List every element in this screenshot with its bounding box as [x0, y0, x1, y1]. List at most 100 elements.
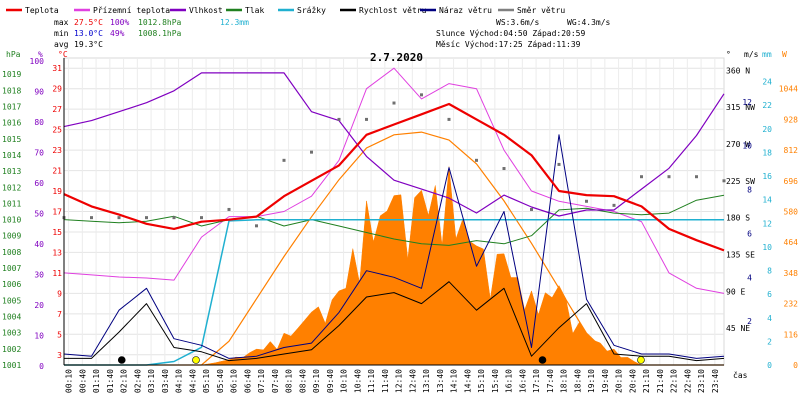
hpa-tick-label: 1003: [2, 329, 21, 338]
hpa-tick-label: 1002: [2, 345, 21, 354]
w-tick-label: 116: [784, 330, 799, 339]
time-tick-label: 03:40: [161, 369, 170, 393]
stat-min-temp: 13.0°C: [74, 29, 103, 38]
mm-tick-label: 24: [762, 78, 772, 87]
mm-tick-label: 12: [762, 219, 772, 228]
stat-min-hum: 49%: [110, 29, 125, 38]
time-tick-label: 16:10: [505, 369, 514, 393]
temp-tick-label: 9: [57, 289, 62, 298]
w-tick-label: 1044: [779, 85, 798, 94]
mm-tick-label: 18: [762, 148, 772, 157]
w-tick-label: 696: [784, 177, 799, 186]
time-tick-label: 20:40: [628, 369, 637, 393]
mm-tick-label: 6: [767, 290, 772, 299]
time-tick-label: 07:40: [271, 369, 280, 393]
wind-direction-point: [392, 101, 396, 105]
hpa-tick-label: 1017: [2, 102, 21, 111]
pct-tick-label: 60: [34, 179, 44, 188]
series-line-ground-temp: [63, 67, 725, 294]
hpa-tick-label: 1019: [2, 70, 21, 79]
mm-tick-label: 20: [762, 125, 772, 134]
time-tick-label: 13:40: [436, 369, 445, 393]
time-tick-label: 04:10: [175, 369, 184, 393]
time-tick-label: 21:40: [656, 369, 665, 393]
time-tick-label: 12:10: [395, 369, 404, 393]
direction-tick-label: 270 W: [726, 140, 750, 149]
time-tick-label: 08:40: [298, 369, 307, 393]
time-tick-label: 14:40: [463, 369, 472, 393]
stat-max-rain: 12.3mm: [220, 18, 249, 27]
ms-tick-label: 10: [742, 142, 752, 151]
mm-tick-label: 4: [767, 314, 772, 323]
w-tick-label: 0: [793, 361, 798, 370]
hpa-tick-label: 1013: [2, 167, 21, 176]
wind-direction-point: [172, 216, 176, 220]
sunset-marker: [637, 356, 645, 364]
mm-tick-label: 2: [767, 337, 772, 346]
legend-label: Přízemní teplota: [93, 6, 170, 15]
time-tick-label: 00:40: [78, 369, 87, 393]
time-tick-label: 10:40: [353, 369, 362, 393]
wind-direction-point: [282, 158, 286, 162]
legend-label: Náraz větru: [439, 6, 492, 15]
time-tick-label: 21:10: [642, 369, 651, 393]
time-tick-label: 14:10: [450, 369, 459, 393]
temp-unit-label: °C: [58, 50, 68, 59]
wind-direction-point: [667, 175, 671, 179]
pct-tick-label: 80: [34, 118, 44, 127]
pct-unit-label: %: [38, 50, 43, 59]
stat-max-label: max: [54, 18, 69, 27]
direction-tick-label: 90 E: [726, 287, 745, 296]
stat-max-temp: 27.5°C: [74, 18, 103, 27]
hpa-tick-label: 1008: [2, 248, 21, 257]
wind-direction-point: [557, 162, 561, 166]
series-line-temperature: [63, 102, 725, 252]
hpa-tick-label: 1016: [2, 119, 21, 128]
wind-direction-point: [255, 224, 258, 228]
wind-direction-point: [337, 117, 341, 121]
time-tick-label: 23:10: [697, 369, 706, 393]
pct-tick-label: 30: [34, 271, 44, 280]
series-line-wind-speed: [64, 281, 725, 362]
time-tick-label: 19:40: [601, 369, 610, 393]
time-tick-label: 02:10: [120, 369, 129, 393]
direction-tick-label: 315 NW: [726, 103, 755, 112]
temp-tick-label: 15: [52, 228, 62, 237]
wind-direction-point: [200, 216, 203, 220]
mm-tick-label: 16: [762, 172, 772, 181]
temp-tick-label: 7: [57, 310, 62, 319]
ms-tick-label: 6: [747, 229, 752, 238]
w-tick-label: 464: [784, 238, 799, 247]
hpa-tick-label: 1015: [2, 135, 21, 144]
time-tick-label: 17:10: [532, 369, 541, 393]
time-tick-label: 11:40: [381, 369, 390, 393]
time-tick-label: 07:10: [257, 369, 266, 393]
time-tick-label: 05:10: [202, 369, 211, 393]
series-line-wind-gust: [63, 134, 725, 359]
time-tick-label: 19:10: [587, 369, 596, 393]
time-tick-label: 01:10: [92, 369, 101, 393]
mm-tick-label: 0: [767, 361, 772, 370]
temp-tick-label: 23: [52, 146, 62, 155]
wind-direction-point: [90, 216, 93, 220]
wind-direction-point: [585, 199, 588, 203]
ms-tick-label: 8: [747, 186, 752, 195]
mm-tick-label: 22: [762, 101, 772, 110]
direction-tick-label: 45 NE: [726, 324, 750, 333]
chart-title: 2.7.2020: [370, 51, 423, 64]
hpa-tick-label: 1006: [2, 280, 21, 289]
stat-max-press: 1012.8hPa: [138, 18, 182, 27]
ms-tick-label: 2: [747, 317, 752, 326]
temp-tick-label: 27: [52, 105, 62, 114]
stats-block: max 27.5°C 100% 1012.8hPa 12.3mm min 13.…: [54, 18, 611, 49]
wind-direction-point: [365, 117, 368, 121]
stat-avg-label: avg: [54, 40, 69, 49]
time-tick-label: 03:10: [147, 369, 156, 393]
mm-tick-label: 14: [762, 196, 772, 205]
time-tick-label: 18:40: [573, 369, 582, 393]
axes-layer: hPa% °C ° m/s mm W101910181017101610151014101…: [2, 50, 798, 393]
temp-tick-label: 21: [52, 167, 62, 176]
hpa-tick-label: 1012: [2, 183, 21, 192]
time-tick-label: 05:40: [216, 369, 225, 393]
